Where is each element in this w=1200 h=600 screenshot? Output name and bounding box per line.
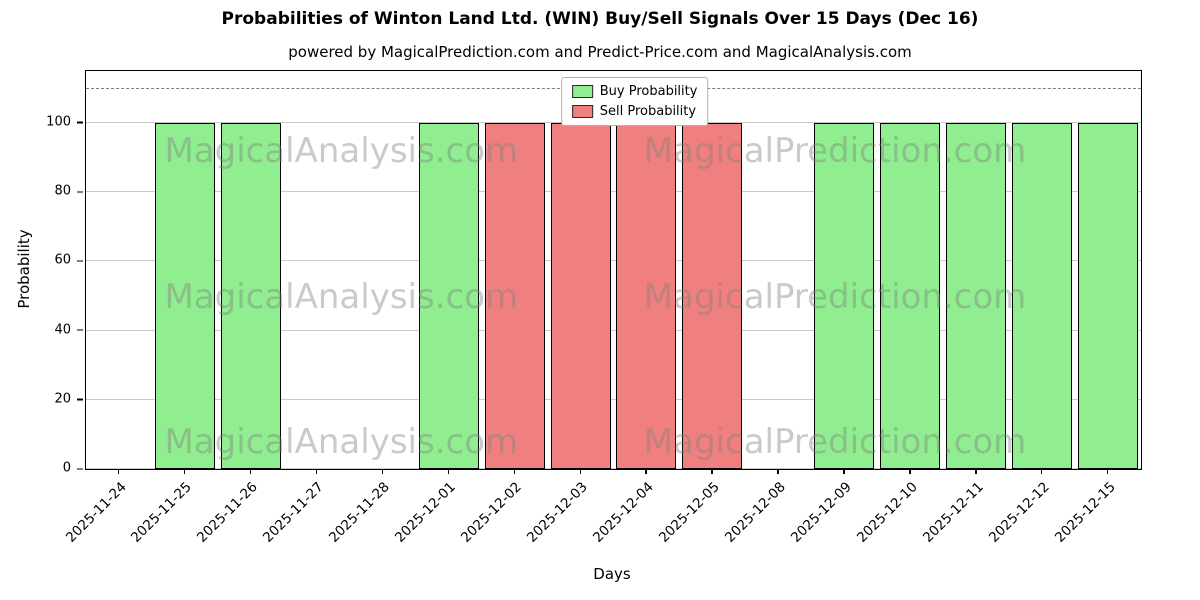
x-tick-label-text: 2025-12-10 xyxy=(853,479,921,546)
x-tick-label-text: 2025-12-01 xyxy=(392,479,459,546)
legend-swatch xyxy=(571,105,593,118)
x-tick-mark xyxy=(1041,469,1043,474)
x-tick-label-text: 2025-12-09 xyxy=(787,479,855,546)
x-tick-mark xyxy=(711,469,713,474)
bar-2025-12-10 xyxy=(880,122,941,469)
legend-label: Buy Probability xyxy=(599,84,698,99)
gridline xyxy=(86,468,1141,469)
legend-item: Buy Probability xyxy=(571,84,698,99)
x-tick-mark xyxy=(645,469,647,474)
x-tick-mark xyxy=(183,469,186,474)
gridline xyxy=(86,398,1141,400)
x-tick-mark xyxy=(1107,469,1109,474)
x-tick-label-text: 2025-12-04 xyxy=(589,479,657,546)
x-tick-label-text: 2025-12-02 xyxy=(458,479,525,546)
y-tick-label: 60 xyxy=(54,252,83,268)
gridline xyxy=(86,260,1141,262)
gridline xyxy=(86,191,1141,193)
x-tick-label-text: 2025-12-15 xyxy=(1051,479,1119,546)
bar-2025-12-15 xyxy=(1078,122,1139,469)
legend: Buy Probability Sell Probability xyxy=(560,77,709,126)
x-tick-label-text: 2025-11-26 xyxy=(194,479,262,546)
x-tick-mark xyxy=(249,469,252,474)
x-tick-mark xyxy=(513,469,515,474)
x-tick-label-text: 2025-11-24 xyxy=(62,479,130,546)
x-tick-mark xyxy=(777,469,779,474)
y-tick-label: 0 xyxy=(62,460,84,476)
x-tick-label-text: 2025-12-11 xyxy=(919,479,987,546)
y-tick-label: 20 xyxy=(54,391,83,407)
bar-2025-12-02 xyxy=(484,122,545,469)
x-tick-mark xyxy=(843,469,845,474)
bar-2025-12-05 xyxy=(682,122,743,469)
x-tick-label-text: 2025-12-03 xyxy=(524,479,591,546)
y-tick-label: 80 xyxy=(54,183,83,199)
gridline xyxy=(86,329,1141,331)
bar-2025-12-12 xyxy=(1012,122,1073,469)
legend-label: Sell Probability xyxy=(599,104,697,119)
x-tick-label-text: 2025-11-25 xyxy=(128,479,196,546)
plot-area: MagicalAnalysis.com MagicalPrediction.com… xyxy=(85,70,1142,470)
x-tick-label-text: 2025-11-27 xyxy=(260,479,328,546)
x-tick-mark xyxy=(975,469,977,474)
bar-2025-12-01 xyxy=(418,122,479,469)
y-axis-ticks: 0 20 40 60 80 100 xyxy=(0,70,85,476)
x-axis-label: Days xyxy=(593,565,631,583)
x-tick-label-text: 2025-12-08 xyxy=(721,479,789,546)
x-tick-label-text: 2025-12-05 xyxy=(655,479,723,546)
x-tick-mark xyxy=(909,469,911,474)
x-tick-mark xyxy=(381,469,384,474)
x-tick-mark xyxy=(579,469,581,474)
x-tick-label-text: 2025-12-12 xyxy=(985,479,1053,546)
y-tick-label: 100 xyxy=(46,114,83,130)
x-tick-mark xyxy=(447,469,450,474)
x-tick-mark xyxy=(117,469,120,474)
bar-2025-12-03 xyxy=(550,122,611,469)
legend-swatch xyxy=(571,85,593,98)
chart-subtitle: powered by MagicalPrediction.com and Pre… xyxy=(288,43,912,61)
x-tick-label-text: 2025-11-28 xyxy=(326,479,394,546)
chart-title: Probabilities of Winton Land Ltd. (WIN) … xyxy=(221,9,979,29)
x-axis-ticks: 2025-11-24 2025-11-25 2025-11-26 2025-11-27… xyxy=(62,468,1140,568)
bar-2025-12-11 xyxy=(946,122,1007,469)
x-tick-mark xyxy=(315,469,318,474)
y-tick-label: 40 xyxy=(54,322,83,338)
legend-item: Sell Probability xyxy=(571,104,698,119)
bars-layer xyxy=(86,71,1141,469)
bar-2025-11-25 xyxy=(154,122,215,469)
bar-2025-12-04 xyxy=(616,122,677,469)
bar-2025-12-09 xyxy=(814,122,875,469)
bar-2025-11-26 xyxy=(220,122,281,469)
